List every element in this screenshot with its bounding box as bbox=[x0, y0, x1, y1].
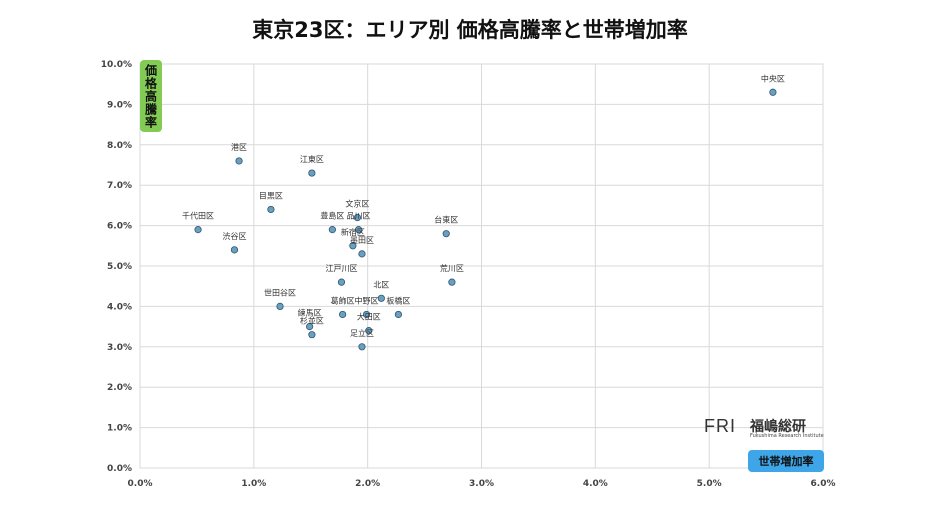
data-point bbox=[337, 278, 346, 286]
data-point bbox=[349, 242, 357, 250]
point-label: 荒川区 bbox=[440, 263, 464, 273]
point-label: 品川区 bbox=[347, 212, 371, 221]
data-point bbox=[308, 331, 316, 339]
point-label: 新宿区 bbox=[341, 227, 365, 237]
y-tick-label: 5.0% bbox=[107, 262, 132, 272]
point-label: 中央区 bbox=[761, 73, 785, 83]
point-label: 練馬区 bbox=[298, 308, 322, 318]
data-point bbox=[442, 230, 450, 238]
x-tick-label: 5.0% bbox=[697, 479, 722, 489]
fri-logo: FRI 福嶋総研 Fukushima Research Institute bbox=[704, 416, 824, 442]
point-label: 北区 bbox=[373, 280, 389, 289]
point-label: 豊島区 bbox=[320, 211, 344, 221]
logo-mark: FRI bbox=[704, 416, 736, 436]
data-point bbox=[354, 226, 363, 234]
data-point bbox=[230, 246, 239, 254]
point-label: 世田谷区 bbox=[264, 287, 296, 297]
y-tick-label: 7.0% bbox=[107, 181, 132, 191]
data-point bbox=[308, 169, 316, 177]
data-point bbox=[194, 226, 202, 234]
data-point bbox=[276, 302, 284, 310]
data-point bbox=[448, 278, 456, 286]
y-tick-label: 10.0% bbox=[101, 60, 132, 70]
data-point bbox=[235, 157, 243, 165]
y-tick-label: 9.0% bbox=[107, 100, 132, 110]
data-point bbox=[306, 322, 314, 331]
data-point bbox=[358, 250, 366, 258]
point-label: 墨田区 bbox=[350, 236, 374, 245]
point-label: 大田区 bbox=[357, 312, 381, 322]
x-tick-label: 0.0% bbox=[128, 479, 153, 489]
data-point bbox=[377, 294, 385, 302]
data-point bbox=[328, 226, 336, 234]
point-label: 江東区 bbox=[300, 154, 324, 164]
point-label: 文京区 bbox=[345, 199, 369, 209]
data-point bbox=[769, 88, 777, 96]
x-tick-label: 3.0% bbox=[469, 479, 494, 489]
y-tick-label: 3.0% bbox=[107, 343, 132, 353]
y-tick-label: 1.0% bbox=[107, 424, 132, 434]
point-label: 台東区 bbox=[434, 215, 458, 225]
data-point bbox=[394, 310, 403, 319]
point-label: 目黒区 bbox=[259, 191, 283, 200]
point-label: 港区 bbox=[231, 142, 247, 152]
data-point bbox=[353, 213, 362, 222]
x-tick-label: 2.0% bbox=[355, 479, 380, 489]
y-tick-label: 0.0% bbox=[107, 464, 132, 474]
data-point bbox=[267, 205, 275, 214]
point-label: 渋谷区 bbox=[222, 231, 246, 241]
axis-ticks: 0.0% 1.0% 2.0% 3.0% 4.0% 5.0% 6.0% 0.0% 1.0% 2.0%… bbox=[101, 60, 836, 489]
x-tick-label: 1.0% bbox=[241, 479, 266, 489]
point-label: 江戸川区 bbox=[325, 264, 357, 273]
data-points bbox=[194, 88, 777, 351]
point-label: 千代田区 bbox=[182, 211, 214, 221]
chart-title: 東京23区：エリア別 価格高騰率と世帯増加率 bbox=[252, 18, 688, 42]
y-tick-label: 8.0% bbox=[107, 141, 132, 151]
y-tick-label: 4.0% bbox=[107, 302, 132, 312]
logo-name-en: Fukushima Research Institute bbox=[750, 433, 824, 439]
y-axis-label: 価格高騰率 bbox=[140, 60, 162, 132]
logo-name-jp: 福嶋総研 bbox=[750, 419, 806, 435]
x-tick-label: 4.0% bbox=[583, 479, 608, 489]
y-tick-label: 2.0% bbox=[107, 383, 132, 393]
x-axis-label: 世帯増加率 bbox=[748, 450, 824, 472]
data-point bbox=[365, 327, 373, 335]
grid bbox=[139, 63, 824, 469]
data-point bbox=[358, 343, 366, 351]
point-label: 中野区 bbox=[355, 295, 379, 305]
point-labels: 中央区港区江東区目黒区文京区豊島区 品川区 千代田区 台東区新宿区 渋谷区墨田区江戸川区… bbox=[182, 73, 785, 338]
point-label: 杉並区 bbox=[300, 316, 324, 326]
point-label: 足立区 bbox=[350, 328, 374, 338]
data-point bbox=[362, 310, 371, 319]
data-point bbox=[339, 310, 347, 319]
x-tick-label: 6.0% bbox=[811, 479, 836, 489]
point-label: 板橋区 bbox=[386, 295, 410, 305]
point-label: 葛飾区 bbox=[331, 295, 355, 305]
y-tick-label: 6.0% bbox=[107, 222, 132, 232]
